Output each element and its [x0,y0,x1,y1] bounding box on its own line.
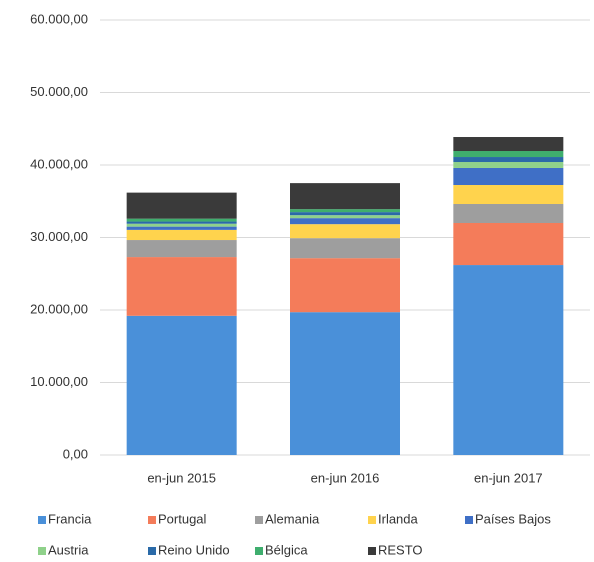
legend-swatch [368,516,376,524]
legend-swatch [255,516,263,524]
legend-swatch [465,516,473,524]
bar-segment [453,157,564,163]
legend-swatch [368,547,376,555]
y-tick-label: 40.000,00 [30,156,88,171]
legend-label: Reino Unido [158,542,230,557]
x-tick-label: en-jun 2017 [474,470,543,485]
bar-segment [290,209,400,213]
legend-label: Austria [48,542,89,557]
legend-label: Francia [48,511,92,526]
legend-label: RESTO [378,542,423,557]
bar-segment [126,257,237,316]
bar-segment [453,137,564,152]
legend-swatch [255,547,263,555]
bar-segment [126,223,237,227]
legend-swatch [148,516,156,524]
bar-segment [453,265,564,455]
bar-segment [290,218,400,225]
legend-label: Alemania [265,511,320,526]
bar-segment [126,218,237,222]
bar-segment [126,240,237,258]
bar-segment [290,224,400,239]
bar-segment [453,185,564,205]
bar-segment [126,221,237,224]
y-tick-label: 30.000,00 [30,229,88,244]
x-tick-label: en-jun 2016 [311,470,380,485]
bar-segment [453,162,564,168]
legend-swatch [148,547,156,555]
bar-segment [126,226,237,230]
bar-segment [126,192,237,219]
bar-segment [453,223,564,266]
bar-segment [290,183,400,210]
bar-segment [290,312,400,455]
bar-segment [126,315,237,455]
y-tick-label: 10.000,00 [30,374,88,389]
x-tick-label: en-jun 2015 [147,470,216,485]
y-tick-label: 0,00 [63,446,88,461]
legend-label: Irlanda [378,511,419,526]
bar-segment [290,238,400,259]
bar-segment [453,151,564,158]
legend-label: Portugal [158,511,207,526]
legend-swatch [38,547,46,555]
y-tick-label: 60.000,00 [30,11,88,26]
y-tick-label: 50.000,00 [30,84,88,99]
bar-segment [290,215,400,219]
bar-segment [453,167,564,186]
bar-segment [290,258,400,313]
bar-segment [126,229,237,241]
legend-label: Países Bajos [475,511,551,526]
legend-swatch [38,516,46,524]
bar-segment [453,204,564,223]
legend-label: Bélgica [265,542,308,557]
bar-segment [290,212,400,216]
y-tick-label: 20.000,00 [30,301,88,316]
